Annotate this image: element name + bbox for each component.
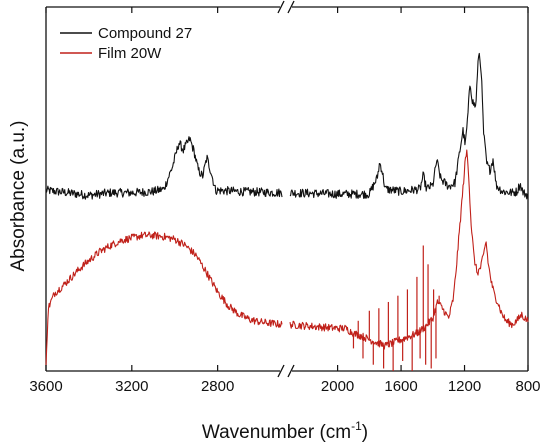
x-axis-ticks: 3600 3200 2800 2000 1600 1200 800 bbox=[29, 7, 541, 395]
x-axis-title-superscript: -1 bbox=[351, 419, 362, 433]
x-tick-label: 3600 bbox=[29, 378, 62, 395]
x-tick-label: 1200 bbox=[448, 378, 481, 395]
x-axis-title-main: Wavenumber (cm bbox=[202, 422, 351, 443]
series-line-2 bbox=[289, 149, 529, 350]
legend-label-1: Compound 27 bbox=[98, 25, 192, 42]
x-tick-label: 2800 bbox=[201, 378, 234, 395]
axis-break bbox=[277, 0, 295, 378]
x-tick-label: 2000 bbox=[321, 378, 354, 395]
x-tick-label: 800 bbox=[515, 378, 540, 395]
x-axis-title: Wavenumber (cm-1) bbox=[202, 419, 368, 443]
break-slash-bottom-2 bbox=[287, 364, 295, 378]
series-line-2 bbox=[45, 231, 283, 366]
y-axis-title: Absorbance (a.u.) bbox=[8, 120, 29, 271]
legend: Compound 27 Film 20W bbox=[60, 25, 192, 62]
x-axis-title-suffix: ) bbox=[362, 422, 368, 443]
break-mask-bottom bbox=[280, 365, 292, 377]
x-tick-label: 1600 bbox=[384, 378, 417, 395]
series-layer bbox=[45, 52, 529, 371]
legend-label-2: Film 20W bbox=[98, 45, 162, 62]
series-line-1 bbox=[45, 136, 283, 200]
break-slash-top-1 bbox=[277, 0, 285, 14]
x-tick-label: 3200 bbox=[115, 378, 148, 395]
break-slash-top-2 bbox=[287, 0, 295, 14]
series-line-1 bbox=[289, 52, 529, 200]
break-mask-top bbox=[280, 1, 292, 13]
break-slash-bottom-1 bbox=[277, 364, 285, 378]
